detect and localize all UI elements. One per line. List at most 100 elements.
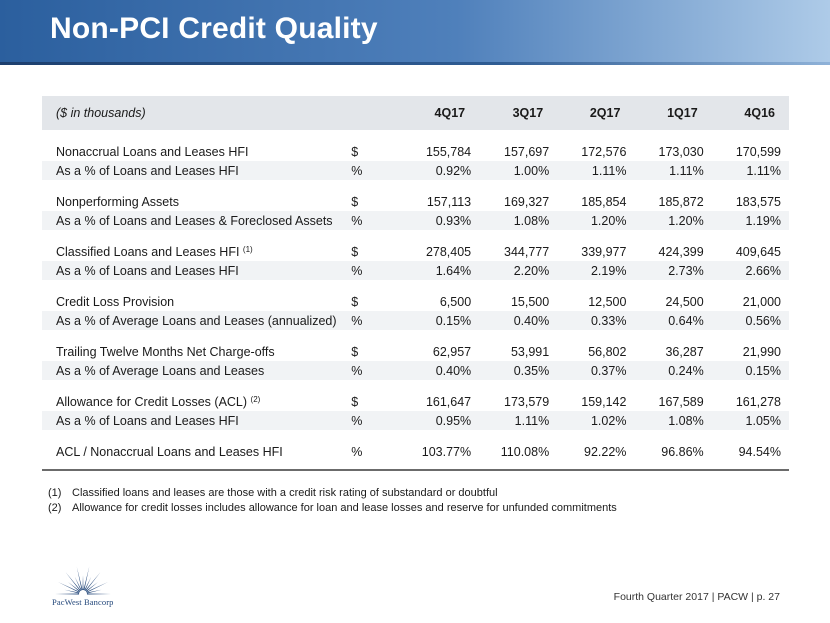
row-label-text: As a % of Loans and Leases & Foreclosed …: [56, 213, 333, 228]
spacer-cell: [42, 461, 789, 471]
value-cell: 185,872: [658, 194, 704, 209]
column-header: 4Q17: [400, 96, 480, 130]
value-cell: 0.35%: [479, 361, 558, 380]
metric-row: Credit Loss Provision $6,500 15,500 12,500 2…: [42, 292, 789, 311]
percent-row: As a % of Loans and Leases HFI% 0.95% 1.11…: [42, 411, 789, 430]
metric-row: Trailing Twelve Months Net Charge-offs $6…: [42, 342, 789, 361]
value-cell: 173,579: [504, 394, 550, 409]
unit-symbol: %: [351, 211, 401, 230]
unit-symbol: %: [351, 311, 401, 330]
value-cell: 161,278: [735, 394, 781, 409]
value-cell: 96.86%: [661, 444, 704, 459]
value-cell: 1.11%: [634, 161, 712, 180]
value-cell: 170,599: [735, 144, 781, 159]
value-cell: 1.11%: [557, 161, 635, 180]
value-cell: 173,030: [658, 144, 704, 159]
spacer-cell: [42, 380, 789, 392]
value-cell: 0.40%: [400, 361, 480, 380]
value-cell: 155,784: [425, 144, 472, 159]
starburst-ray: [68, 582, 81, 592]
value-cell: 185,854: [581, 194, 627, 209]
spacer-cell: [42, 330, 789, 342]
value-cell: 0.95%: [400, 411, 480, 430]
percent-row: As a % of Loans and Leases HFI% 0.92% 1.00…: [42, 161, 789, 180]
value-cell: 1.11%: [479, 411, 558, 430]
spacer-cell: [42, 280, 789, 292]
spacer-cell: [42, 130, 789, 142]
unit-symbol: %: [351, 261, 401, 280]
row-label: As a % of Average Loans and Leases (annu…: [42, 311, 352, 330]
unit-symbol: $: [351, 244, 359, 259]
footnote-1: (1) Classified loans and leases are thos…: [48, 486, 617, 501]
unit-symbol: %: [351, 361, 401, 380]
value-cell: 0.15%: [400, 311, 480, 330]
value-cell: 0.92%: [400, 161, 480, 180]
value-cell: 24,500: [665, 294, 704, 309]
footnotes: (1) Classified loans and leases are thos…: [48, 486, 617, 516]
value-cell: 278,405: [425, 244, 472, 259]
starburst-ray: [84, 576, 92, 591]
value-cell: 2.19%: [557, 261, 635, 280]
metric-row: Classified Loans and Leases HFI (1) $278,…: [42, 242, 789, 261]
value-cell: 94.54%: [738, 444, 781, 459]
percent-row: As a % of Average Loans and Leases% 0.40%…: [42, 361, 789, 380]
percent-row: As a % of Average Loans and Leases (annu…: [42, 311, 789, 330]
row-label: As a % of Average Loans and Leases: [42, 361, 352, 380]
row-label: As a % of Loans and Leases & Foreclosed …: [42, 211, 352, 230]
value-cell: 92.22%: [584, 444, 627, 459]
footnote-text: Classified loans and leases are those wi…: [72, 487, 498, 499]
column-header: 2Q17: [557, 96, 635, 130]
value-cell: 0.24%: [634, 361, 712, 380]
row-label-text: Allowance for Credit Losses (ACL): [56, 394, 248, 409]
row-label-text: As a % of Average Loans and Leases (annu…: [56, 313, 337, 328]
row-label-text: As a % of Loans and Leases HFI: [56, 263, 239, 278]
spacer-cell: [42, 180, 789, 192]
unit-symbol: %: [351, 161, 401, 180]
unit-symbol: $: [351, 344, 359, 359]
starburst-ray: [65, 572, 81, 592]
value-cell: 1.02%: [557, 411, 635, 430]
ratio-row: ACL / Nonaccrual Loans and Leases HFI% 10…: [42, 442, 789, 461]
metric-row: Nonaccrual Loans and Leases HFI $155,784 1…: [42, 142, 789, 161]
spacer-row: [42, 461, 789, 471]
value-cell: 2.66%: [711, 261, 789, 280]
column-header: 4Q16: [711, 96, 789, 130]
spacer-row: [42, 330, 789, 342]
row-label: Classified Loans and Leases HFI (1): [42, 242, 351, 261]
company-logo-text: PacWest Bancorp: [52, 597, 114, 607]
value-cell: 0.15%: [711, 361, 789, 380]
value-cell: 56,802: [588, 344, 627, 359]
title-banner: [0, 0, 830, 62]
spacer-row: [42, 280, 789, 292]
value-cell: 103.77%: [421, 444, 472, 459]
column-header: 3Q17: [479, 96, 558, 130]
value-cell: 1.05%: [711, 411, 789, 430]
value-cell: 157,697: [504, 144, 550, 159]
starburst-ray: [64, 589, 80, 594]
value-cell: 0.33%: [557, 311, 635, 330]
unit-symbol: $: [351, 294, 359, 309]
value-cell: 1.19%: [711, 211, 789, 230]
value-cell: 169,327: [504, 194, 550, 209]
metric-row: Allowance for Credit Losses (ACL) (2) $16…: [42, 392, 789, 411]
row-label-text: ACL / Nonaccrual Loans and Leases HFI: [56, 444, 283, 459]
row-label: ACL / Nonaccrual Loans and Leases HFI: [42, 442, 351, 461]
value-cell: 62,957: [432, 344, 472, 359]
footnote-reference: (2): [250, 394, 261, 404]
row-label: Credit Loss Provision: [42, 292, 351, 311]
value-cell: 1.64%: [400, 261, 480, 280]
footnote-2: (2) Allowance for credit losses includes…: [48, 501, 617, 516]
row-label-text: Trailing Twelve Months Net Charge-offs: [56, 344, 275, 359]
value-cell: 110.08%: [500, 444, 550, 459]
credit-quality-table: ($ in thousands) 4Q17 3Q17 2Q17 1Q17 4Q1…: [42, 96, 789, 471]
footnote-number: (2): [48, 502, 62, 514]
row-label-text: Nonperforming Assets: [56, 194, 179, 209]
value-cell: 424,399: [658, 244, 704, 259]
value-cell: 0.56%: [711, 311, 789, 330]
row-label: As a % of Loans and Leases HFI: [42, 261, 352, 280]
value-cell: 183,575: [735, 194, 781, 209]
value-cell: 1.20%: [634, 211, 712, 230]
value-cell: 161,647: [425, 394, 472, 409]
row-label: Allowance for Credit Losses (ACL) (2): [42, 392, 351, 411]
row-label-text: Nonaccrual Loans and Leases HFI: [56, 144, 249, 159]
